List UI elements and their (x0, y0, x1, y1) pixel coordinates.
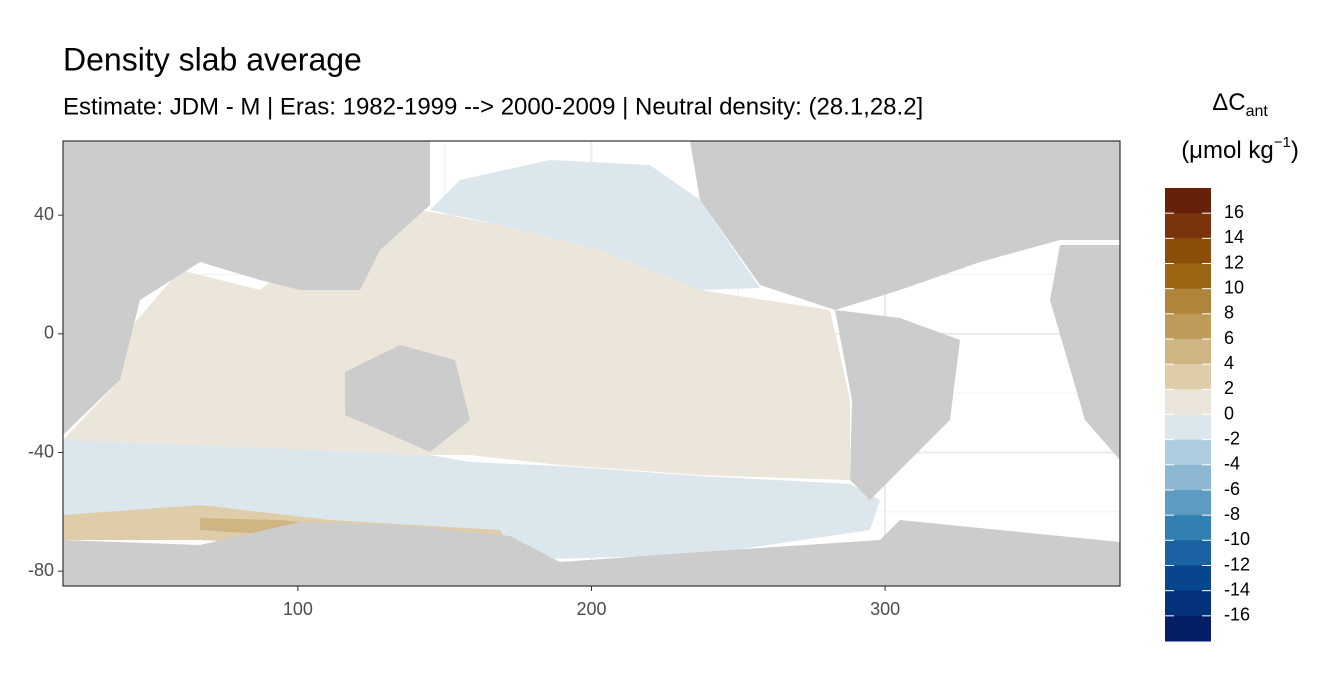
x-tick-label: 200 (576, 599, 606, 619)
legend-label: 14 (1224, 227, 1244, 247)
legend-label: 16 (1224, 202, 1244, 222)
legend-label: -16 (1224, 605, 1250, 625)
legend-label: -6 (1224, 479, 1240, 499)
colorbar-bin (1165, 263, 1211, 290)
legend-title: ΔCant (1212, 89, 1268, 120)
colorbar-bin (1165, 439, 1211, 466)
legend-label: -4 (1224, 454, 1240, 474)
legend-label: 12 (1224, 252, 1244, 272)
colorbar-bin (1165, 238, 1211, 264)
colorbar-bin (1165, 389, 1211, 415)
legend-label: -2 (1224, 428, 1240, 448)
land (63, 262, 140, 435)
y-tick-label: -40 (28, 441, 54, 461)
legend-label: 0 (1224, 403, 1234, 423)
colorbar-bin (1165, 288, 1211, 315)
legend-title-main: ΔC (1212, 89, 1245, 116)
colorbar-bin (1165, 364, 1211, 390)
legend-unit-main: (μmol kg (1181, 137, 1274, 164)
chart-subtitle: Estimate: JDM - M | Eras: 1982-1999 --> … (63, 93, 923, 120)
colorbar-bin (1165, 213, 1211, 239)
x-tick-label: 100 (283, 599, 313, 619)
legend-label: 10 (1224, 277, 1244, 297)
legend-title-sub: ant (1246, 103, 1269, 120)
legend-label: 2 (1224, 378, 1234, 398)
land (345, 345, 470, 452)
land (63, 141, 430, 300)
colorbar-bin (1165, 313, 1211, 340)
legend-label: 8 (1224, 303, 1234, 323)
legend-label: -12 (1224, 554, 1250, 574)
legend-label: -8 (1224, 504, 1240, 524)
colorbar-bin (1165, 490, 1211, 516)
ocean-field (63, 210, 850, 480)
colorbar-bin (1165, 464, 1211, 491)
ocean-field (430, 160, 760, 290)
legend-unit-end: ) (1291, 137, 1299, 164)
colorbar-bin (1165, 188, 1211, 214)
colorbar-bin (1165, 515, 1211, 541)
colorbar-bin (1165, 615, 1211, 642)
colorbar-bin (1165, 540, 1211, 566)
land (690, 141, 1120, 310)
colorbar-bin (1165, 339, 1211, 365)
legend-label: -10 (1224, 529, 1250, 549)
legend-label: -14 (1224, 579, 1250, 599)
map-layer (63, 141, 1120, 586)
land (1050, 245, 1120, 460)
y-tick-label: 40 (34, 204, 54, 224)
y-tick-label: 0 (44, 323, 54, 343)
x-tick-label: 300 (870, 599, 900, 619)
legend-label: 4 (1224, 353, 1234, 373)
legend-unit: (μmol kg−1) (1181, 134, 1299, 164)
colorbar-bin (1165, 414, 1211, 441)
colorbar-bin (1165, 590, 1211, 617)
legend-unit-sup: −1 (1274, 134, 1291, 151)
chart-title: Density slab average (63, 41, 362, 77)
y-tick-label: -80 (28, 560, 54, 580)
legend-label: 6 (1224, 328, 1234, 348)
land (63, 520, 1120, 586)
land (835, 310, 960, 500)
colorbar-bin (1165, 565, 1211, 592)
